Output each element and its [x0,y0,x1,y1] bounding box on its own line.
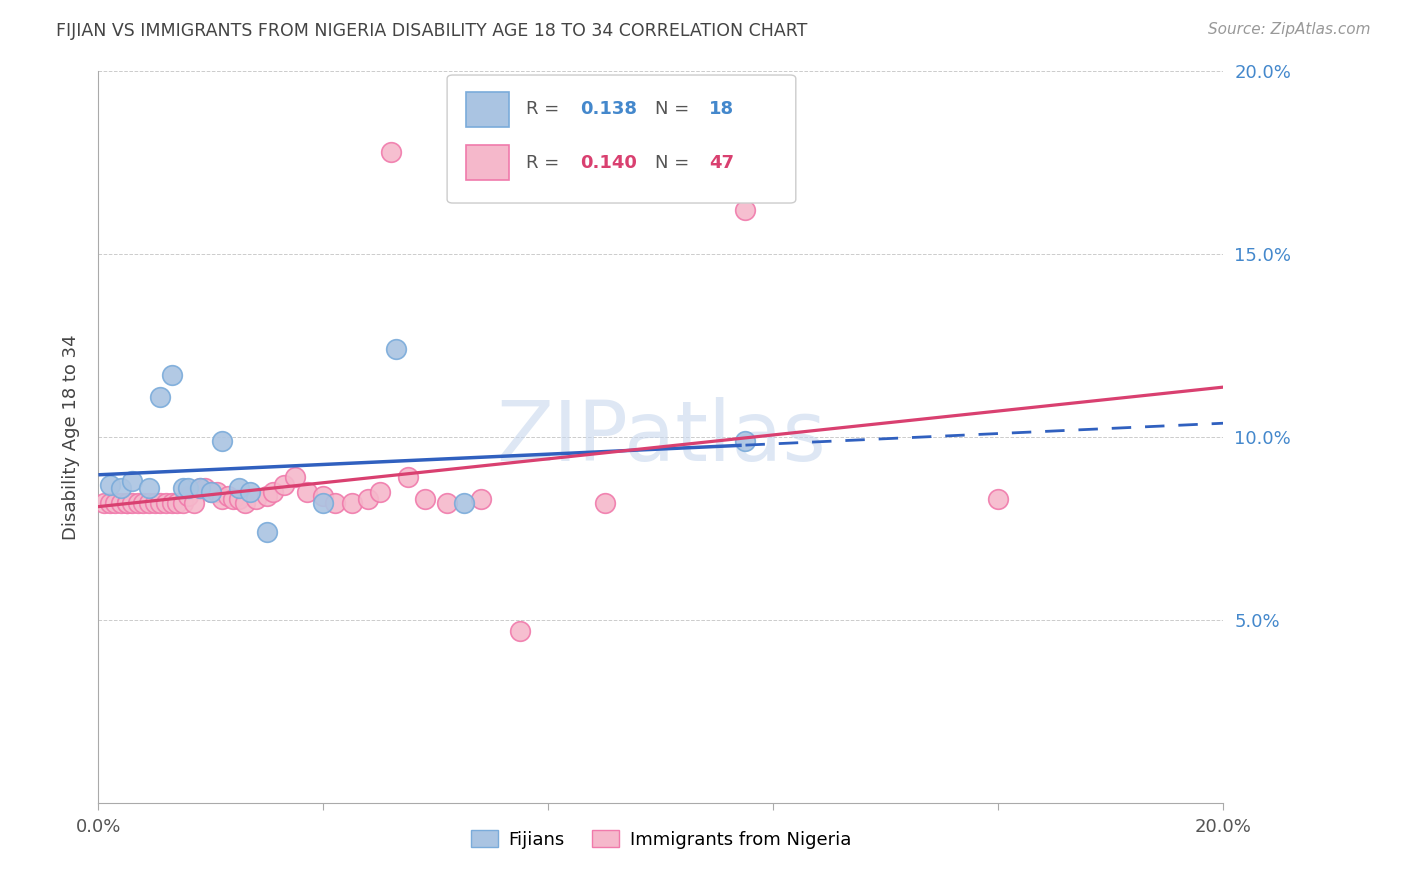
Point [262,485,284,500]
Point [132,496,155,510]
Point [385,343,408,357]
Y-axis label: Disability Age 18 to 34: Disability Age 18 to 34 [62,334,80,540]
Point [233,496,256,510]
Point [172,496,194,510]
Point [110,496,132,510]
Point [149,496,172,510]
Text: ZIPatlas: ZIPatlas [496,397,825,477]
FancyBboxPatch shape [467,145,509,180]
Point [396,470,419,484]
Point [228,481,250,495]
Point [273,477,295,491]
Point [200,485,222,500]
Point [172,481,194,495]
Point [509,624,531,638]
Point [205,485,228,500]
Text: N =: N = [655,101,695,119]
Text: R =: R = [526,101,565,119]
Point [127,496,149,510]
Point [115,496,138,510]
Text: N =: N = [655,153,695,172]
Point [323,496,346,510]
Point [340,496,363,510]
Text: Source: ZipAtlas.com: Source: ZipAtlas.com [1208,22,1371,37]
Point [177,489,200,503]
Legend: Fijians, Immigrants from Nigeria: Fijians, Immigrants from Nigeria [464,823,858,856]
Point [93,496,115,510]
Point [245,492,267,507]
Point [138,496,160,510]
Point [188,481,211,495]
Point [228,492,250,507]
Point [312,489,335,503]
Text: 0.138: 0.138 [579,101,637,119]
Point [295,485,318,500]
FancyBboxPatch shape [467,92,509,127]
Point [357,492,380,507]
Point [138,481,160,495]
Point [593,496,616,510]
Point [217,489,239,503]
FancyBboxPatch shape [447,75,796,203]
Point [149,390,172,404]
Point [155,496,177,510]
Point [413,492,436,507]
Point [98,477,121,491]
Point [436,496,458,510]
Point [115,496,138,510]
Point [121,474,143,488]
Text: R =: R = [526,153,565,172]
Point [104,496,127,510]
Point [211,492,233,507]
Point [183,496,205,510]
Point [222,492,245,507]
Point [194,481,217,495]
Text: 47: 47 [709,153,734,172]
Point [121,496,143,510]
Point [211,434,233,448]
Text: 18: 18 [709,101,734,119]
Point [734,434,756,448]
Point [453,496,475,510]
Point [143,496,166,510]
Point [166,496,188,510]
Text: 0.140: 0.140 [579,153,637,172]
Point [284,470,307,484]
Text: FIJIAN VS IMMIGRANTS FROM NIGERIA DISABILITY AGE 18 TO 34 CORRELATION CHART: FIJIAN VS IMMIGRANTS FROM NIGERIA DISABI… [56,22,807,40]
Point [239,485,262,500]
Point [110,481,132,495]
Point [160,496,183,510]
Point [177,481,200,495]
Point [987,492,1010,507]
Point [368,485,391,500]
Point [470,492,492,507]
Point [734,203,756,218]
Point [200,485,222,500]
Point [188,481,211,495]
Point [256,489,278,503]
Point [312,496,335,510]
Point [98,496,121,510]
Point [160,368,183,382]
Point [256,525,278,540]
Point [380,145,402,159]
